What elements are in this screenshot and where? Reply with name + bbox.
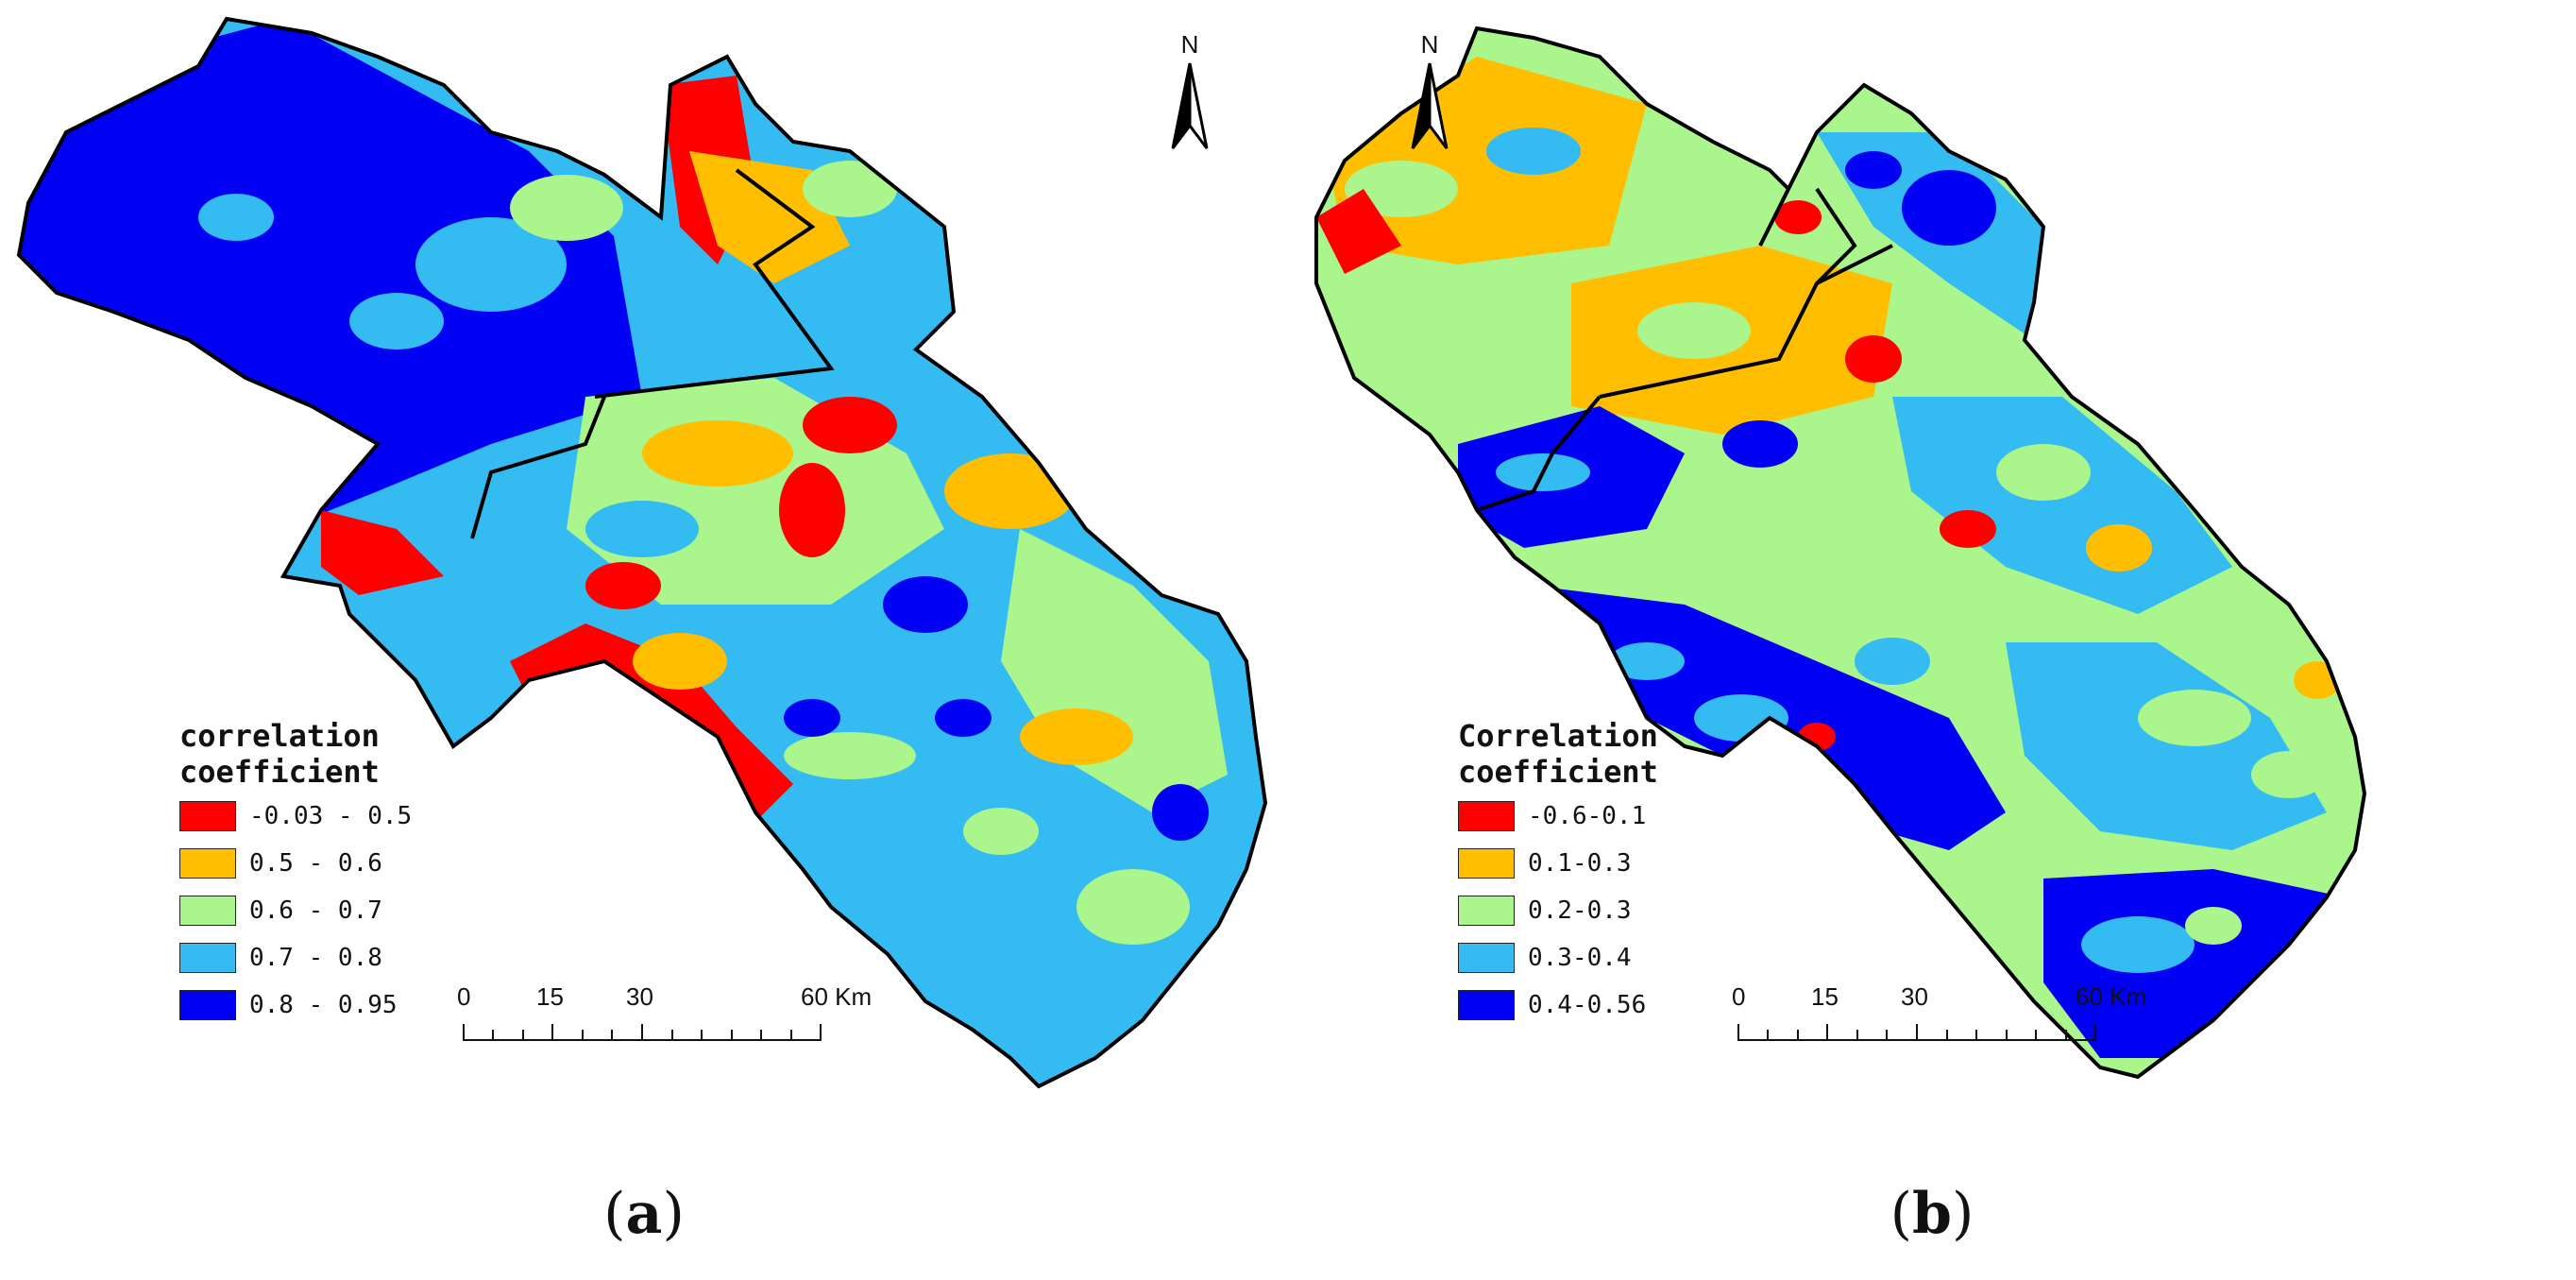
scale-tick-label: 60 Km (801, 982, 873, 1011)
district-boundary (1815, 187, 1857, 285)
legend-swatch (179, 943, 236, 973)
scale-tick-label: 60 Km (2076, 982, 2147, 1011)
map-panel-a: N correlation coefficient -0.03 - 0.5 0.… (0, 16, 1288, 1247)
caption-letter: b (1912, 1181, 1952, 1247)
legend: correlation coefficient -0.03 - 0.5 0.5 … (179, 718, 425, 1026)
legend: Correlation coefficient -0.6-0.1 0.1-0.3… (1458, 718, 1703, 1026)
legend-swatch (179, 896, 236, 926)
scale-tick-label: 15 (536, 982, 564, 1011)
legend-swatch (1458, 801, 1515, 831)
legend-item: 0.7 - 0.8 (179, 937, 425, 979)
caption-close: ) (1951, 1181, 1974, 1247)
legend-label: 0.7 - 0.8 (249, 944, 382, 972)
legend-swatch (1458, 990, 1515, 1020)
legend-item: 0.3-0.4 (1458, 937, 1703, 979)
scale-line (1737, 1024, 2096, 1041)
legend-item: -0.03 - 0.5 (179, 795, 425, 837)
north-arrow: N (1401, 30, 1458, 158)
legend-item: 0.2-0.3 (1458, 890, 1703, 931)
legend-item: 0.4-0.56 (1458, 984, 1703, 1026)
district-boundary (1476, 395, 1602, 512)
legend-label: 0.2-0.3 (1528, 896, 1632, 925)
region-boundary (16, 16, 1268, 1089)
legend-label: 0.8 - 0.95 (249, 991, 398, 1019)
scale-bar: 0 15 30 60 Km (1732, 982, 2146, 1049)
north-arrow: N (1161, 30, 1218, 158)
legend-label: -0.6-0.1 (1528, 802, 1647, 830)
scale-tick-label: 0 (457, 982, 471, 1011)
panel-caption: (b) (1288, 1181, 2576, 1247)
region-boundary (1314, 26, 2367, 1080)
legend-label: 0.4-0.56 (1528, 991, 1647, 1019)
district-boundary (594, 168, 835, 399)
legend-label: 0.1-0.3 (1528, 849, 1632, 878)
legend-swatch (1458, 943, 1515, 973)
legend-label: 0.5 - 0.6 (249, 849, 382, 878)
legend-label: 0.3-0.4 (1528, 944, 1632, 972)
legend-swatch (179, 801, 236, 831)
map-panel-b: N Correlation coefficient -0.6-0.1 0.1-0… (1288, 0, 2576, 1280)
legend-label: 0.6 - 0.7 (249, 896, 382, 925)
legend-item: 0.8 - 0.95 (179, 984, 425, 1026)
panel-caption: (a) (0, 1181, 1288, 1247)
legend-item: 0.6 - 0.7 (179, 890, 425, 931)
scale-tick-label: 30 (626, 982, 653, 1011)
legend-swatch (1458, 848, 1515, 879)
legend-title: Correlation coefficient (1458, 718, 1658, 790)
scale-tick-label: 30 (1901, 982, 1928, 1011)
legend-item: -0.6-0.1 (1458, 795, 1703, 837)
north-label: N (1180, 30, 1199, 59)
legend-title: correlation coefficient (179, 718, 380, 790)
caption-open: ( (603, 1181, 626, 1247)
caption-open: ( (1890, 1181, 1913, 1247)
caption-letter: a (625, 1181, 663, 1247)
legend-item: 0.5 - 0.6 (179, 843, 425, 884)
legend-swatch (179, 990, 236, 1020)
north-arrow-icon (1171, 62, 1209, 149)
scale-bar: 0 15 30 60 Km (457, 982, 872, 1049)
caption-close: ) (662, 1181, 685, 1247)
district-boundary (1599, 244, 1893, 399)
legend-swatch (1458, 896, 1515, 926)
scale-tick-label: 15 (1811, 982, 1839, 1011)
legend-item: 0.1-0.3 (1458, 843, 1703, 884)
legend-swatch (179, 848, 236, 879)
scale-tick-label: 0 (1732, 982, 1746, 1011)
district-boundary (470, 396, 606, 539)
legend-label: -0.03 - 0.5 (249, 802, 413, 830)
north-label: N (1420, 30, 1439, 59)
scale-line (463, 1024, 822, 1041)
north-arrow-icon (1411, 62, 1449, 149)
